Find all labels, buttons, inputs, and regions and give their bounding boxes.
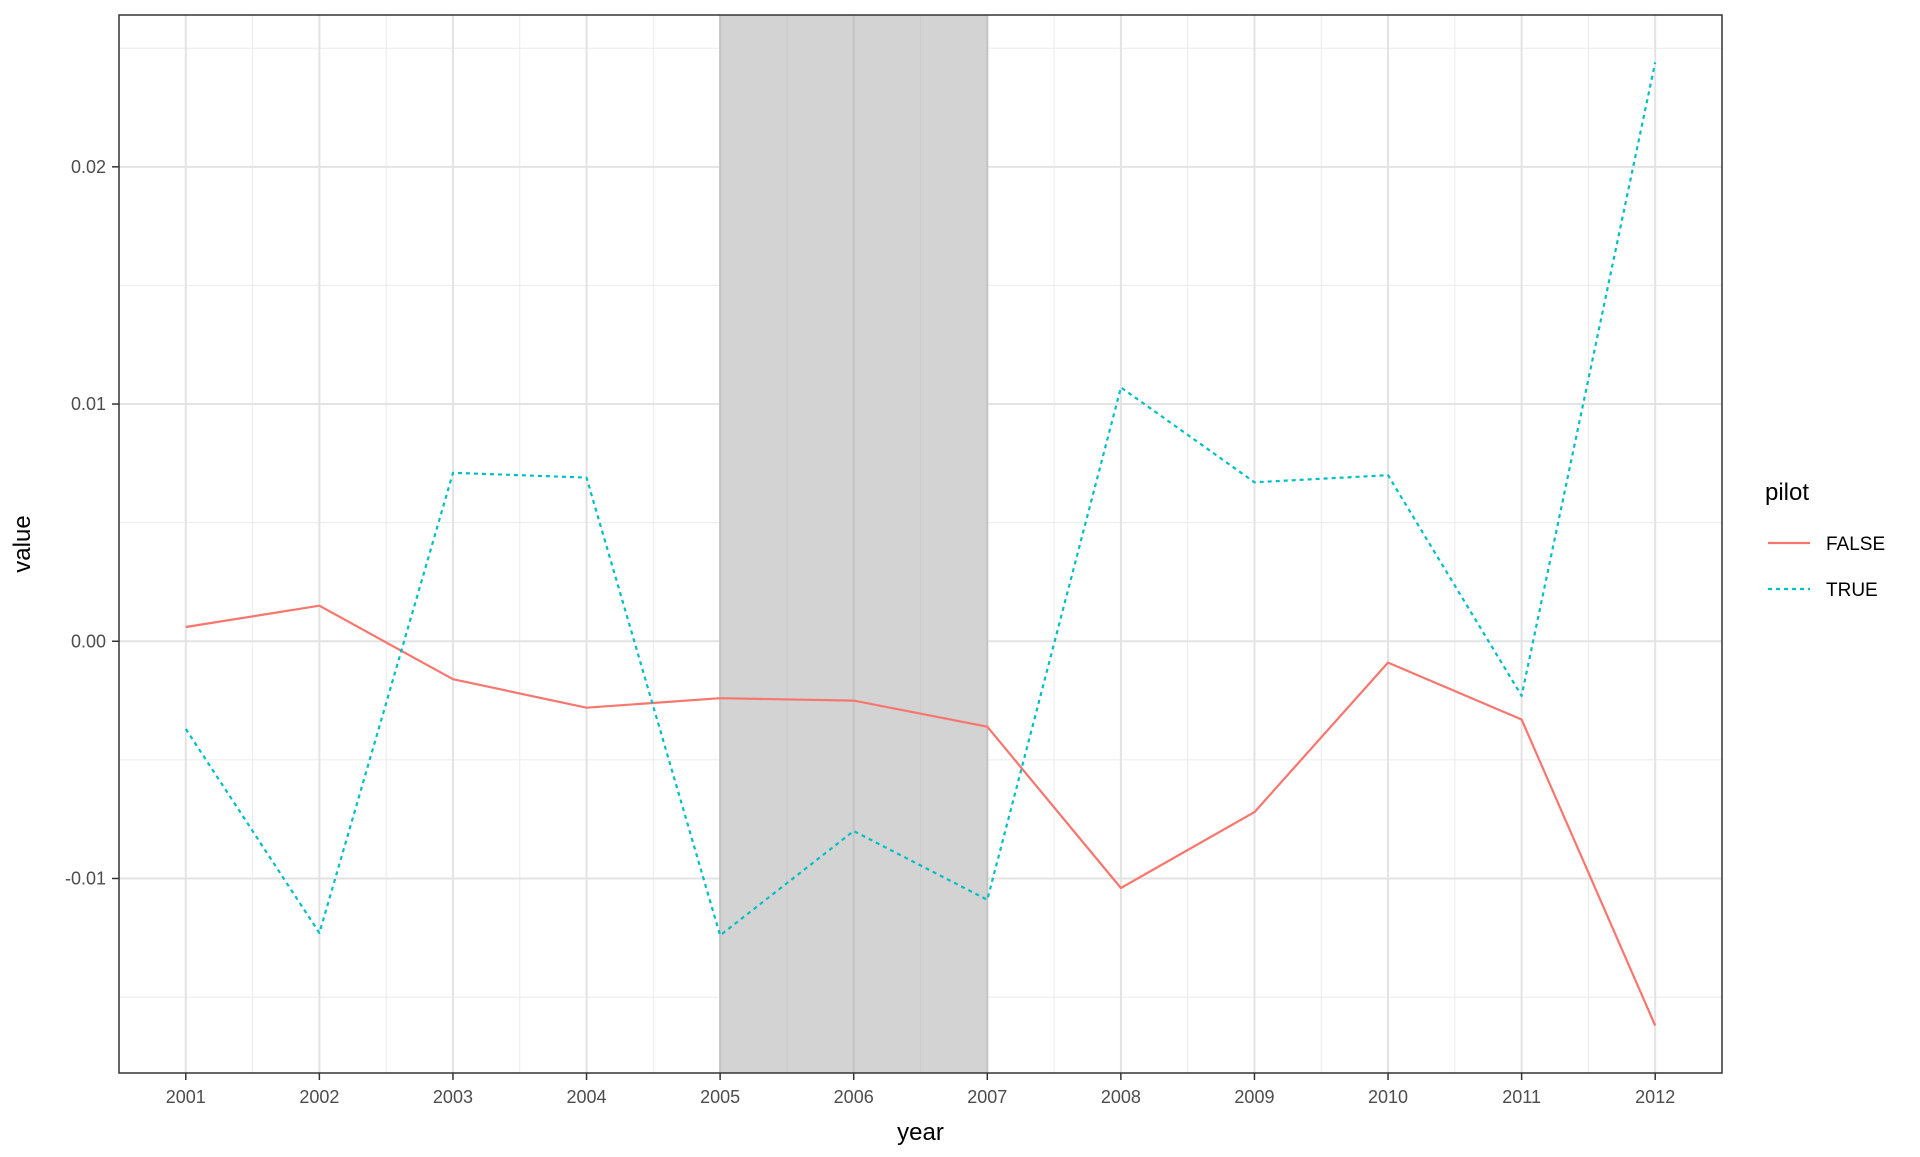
legend-label-false: FALSE (1826, 534, 1885, 555)
shaded-region-layer (720, 15, 987, 1073)
legend-title: pilot (1765, 479, 1809, 506)
y-axis-title: value (9, 515, 36, 572)
x-tick-label: 2010 (1368, 1087, 1408, 1107)
x-tick-label: 2012 (1635, 1087, 1675, 1107)
x-tick-label: 2003 (433, 1087, 473, 1107)
x-tick-label: 2008 (1101, 1087, 1141, 1107)
x-tick-label: 2009 (1234, 1087, 1274, 1107)
x-tick-label: 2007 (967, 1087, 1007, 1107)
x-tick-label: 2011 (1502, 1087, 1541, 1107)
y-tick-label: 0.00 (71, 631, 106, 651)
x-tick-label: 2001 (166, 1087, 206, 1107)
legend-items: FALSE TRUE (1768, 534, 1885, 601)
legend: pilot FALSE TRUE (1765, 479, 1885, 601)
x-tick-label: 2005 (700, 1087, 740, 1107)
y-tick-label: 0.01 (71, 394, 106, 414)
y-tick-label: -0.01 (65, 868, 106, 888)
y-tick-label: 0.02 (71, 157, 106, 177)
x-axis-title: year (897, 1119, 944, 1146)
x-tick-label: 2004 (567, 1087, 607, 1107)
x-tick-label: 2002 (299, 1087, 339, 1107)
x-tick-label: 2006 (834, 1087, 874, 1107)
legend-label-true: TRUE (1826, 580, 1878, 601)
